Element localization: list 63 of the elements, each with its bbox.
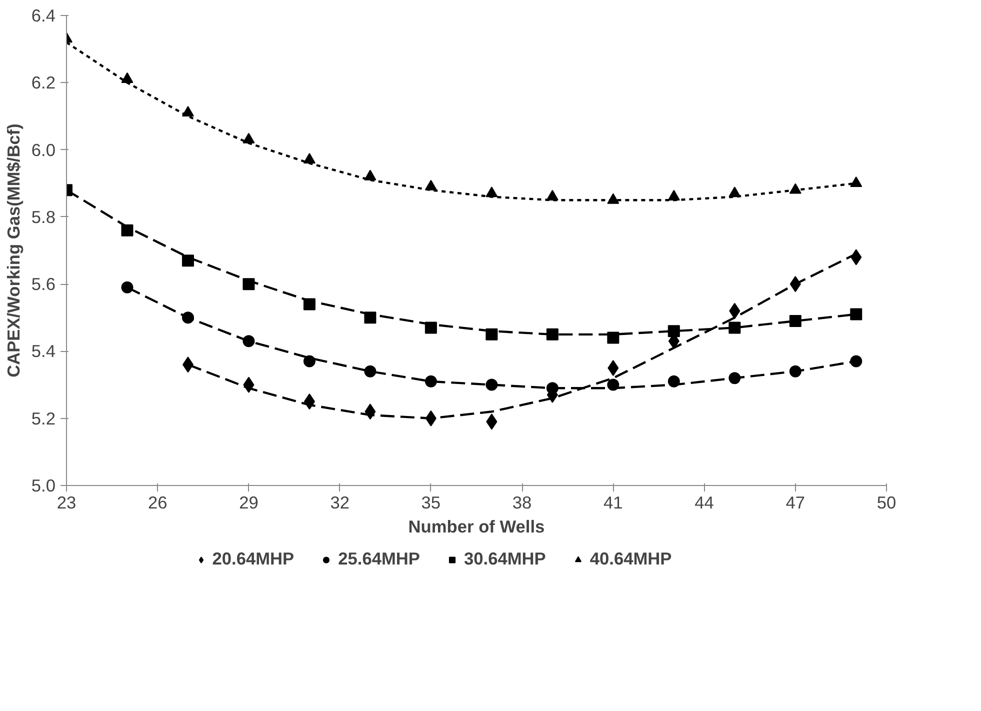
point (668, 375, 680, 388)
x-tick-label: 35 (421, 492, 441, 512)
y-tick-label: 6.2 (31, 72, 56, 93)
point (850, 355, 862, 368)
legend-label: 25.64MHP (338, 548, 420, 570)
x-tick-label: 38 (512, 492, 532, 512)
point (364, 170, 376, 180)
point (546, 190, 558, 200)
y-axis-title: CAPEX/Working Gas(MM$/Bcf) (3, 124, 24, 378)
y-tick-label: 5.4 (31, 341, 56, 362)
x-tick-label: 29 (239, 492, 258, 512)
point (182, 312, 194, 324)
x-tick-label: 26 (148, 492, 168, 512)
point (242, 278, 255, 290)
y-tick-label: 5.6 (31, 274, 56, 294)
point (303, 153, 316, 164)
x-tick-label: 50 (876, 492, 896, 512)
point (242, 335, 255, 348)
x-tick-label: 41 (604, 492, 623, 512)
point (424, 180, 437, 190)
point (850, 308, 862, 320)
legend-label: 20.64MHP (212, 548, 294, 570)
point (789, 365, 802, 378)
point (850, 176, 862, 188)
point (303, 355, 316, 368)
point (424, 375, 437, 388)
legend-label: 30.64MHP (464, 548, 546, 570)
point (242, 132, 255, 144)
point (486, 186, 498, 198)
point (364, 365, 376, 378)
point (121, 72, 134, 83)
point (789, 315, 802, 327)
point (668, 190, 680, 200)
point (182, 254, 194, 267)
point (182, 106, 194, 117)
point (607, 193, 620, 204)
point (607, 378, 620, 391)
y-tick-label: 5.8 (31, 206, 56, 227)
point (607, 332, 620, 344)
x-tick-label: 47 (786, 492, 806, 512)
y-tick-label: 5.2 (31, 408, 56, 428)
point (668, 325, 680, 338)
x-tick-label: 23 (56, 492, 76, 512)
point (608, 360, 619, 376)
legend-label: 40.64MHP (590, 548, 672, 570)
x-axis-title: Number of Wells (408, 516, 545, 536)
y-tick-label: 6.0 (31, 140, 56, 160)
point (546, 328, 558, 340)
y-tick-label: 5.0 (31, 476, 56, 496)
x-tick-label: 44 (694, 492, 714, 512)
point (728, 186, 741, 198)
y-tick-label: 6.4 (31, 6, 56, 26)
x-tick-label: 32 (330, 492, 350, 512)
point (121, 224, 134, 236)
point (424, 322, 437, 334)
point (728, 322, 741, 334)
point (364, 312, 376, 324)
point (121, 281, 134, 294)
point (789, 183, 802, 194)
point (303, 298, 316, 310)
point (486, 378, 498, 391)
point (728, 372, 741, 384)
point (486, 328, 498, 340)
